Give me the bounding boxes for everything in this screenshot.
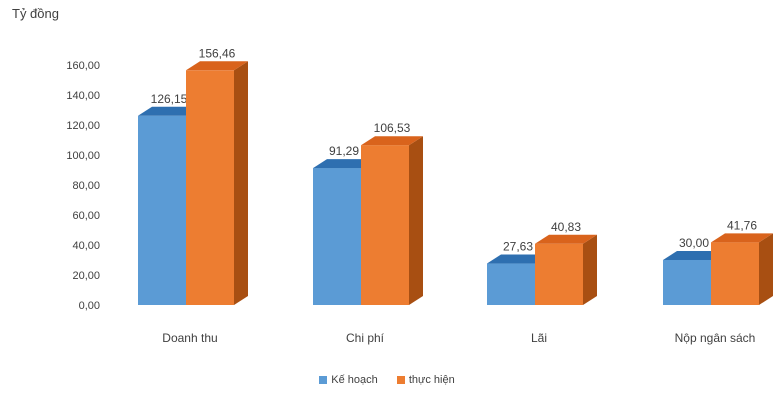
bar-top	[361, 136, 423, 146]
bar	[361, 145, 409, 305]
legend-swatch-ke-hoach	[319, 376, 328, 384]
bar-top	[663, 251, 725, 260]
data-label: 91,29	[329, 144, 359, 158]
data-label: 106,53	[374, 121, 411, 135]
bar	[186, 70, 234, 305]
bar	[313, 168, 361, 305]
bar-side	[583, 234, 597, 305]
bar	[711, 242, 759, 305]
bar-side	[409, 136, 423, 305]
legend-label-thuc-hien: thực hiện	[408, 374, 455, 386]
bar	[535, 243, 583, 305]
y-tick-label: 160,00	[66, 60, 100, 72]
bar-top	[711, 233, 773, 243]
legend-swatch-thuc-hien	[396, 376, 405, 384]
y-tick-label: 80,00	[72, 180, 100, 192]
y-tick-label: 120,00	[66, 120, 100, 132]
y-tick-label: 140,00	[66, 90, 100, 102]
y-tick-label: 60,00	[72, 210, 100, 222]
bar-top	[313, 159, 375, 169]
legend: Kế hoạch thực hiện	[0, 374, 774, 387]
y-tick-label: 40,00	[72, 240, 100, 252]
y-axis-title: Tỷ đồng	[12, 6, 59, 21]
legend-item-thuc-hien: thực hiện	[396, 374, 455, 386]
data-label: 156,46	[199, 46, 236, 60]
bar	[663, 260, 711, 305]
bar-top	[535, 234, 597, 244]
data-label: 27,63	[503, 240, 533, 254]
data-label: 30,00	[679, 236, 709, 250]
data-label: 126,15	[151, 92, 188, 106]
bar-top	[487, 254, 549, 264]
bar-top	[186, 61, 248, 71]
category-label: Nộp ngân sách	[675, 331, 756, 345]
y-tick-label: 20,00	[72, 270, 100, 282]
category-label: Chi phí	[346, 331, 385, 345]
bar-side	[759, 233, 773, 305]
bar-chart: 0,00 20,00 40,00 60,00 80,00 100,00 120,00 140,…	[66, 46, 773, 345]
category-label: Lãi	[531, 331, 547, 345]
category-label: Doanh thu	[162, 331, 217, 345]
legend-label-ke-hoach: Kế hoạch	[331, 374, 378, 386]
data-label: 41,76	[727, 218, 757, 232]
y-tick-label: 100,00	[66, 150, 100, 162]
bar	[138, 115, 186, 306]
bar	[487, 263, 535, 305]
bar-side	[234, 61, 248, 306]
bar-top	[138, 106, 200, 116]
data-label: 40,83	[551, 220, 581, 234]
y-tick-label: 0,00	[79, 300, 100, 312]
legend-item-ke-hoach: Kế hoạch	[319, 374, 378, 386]
